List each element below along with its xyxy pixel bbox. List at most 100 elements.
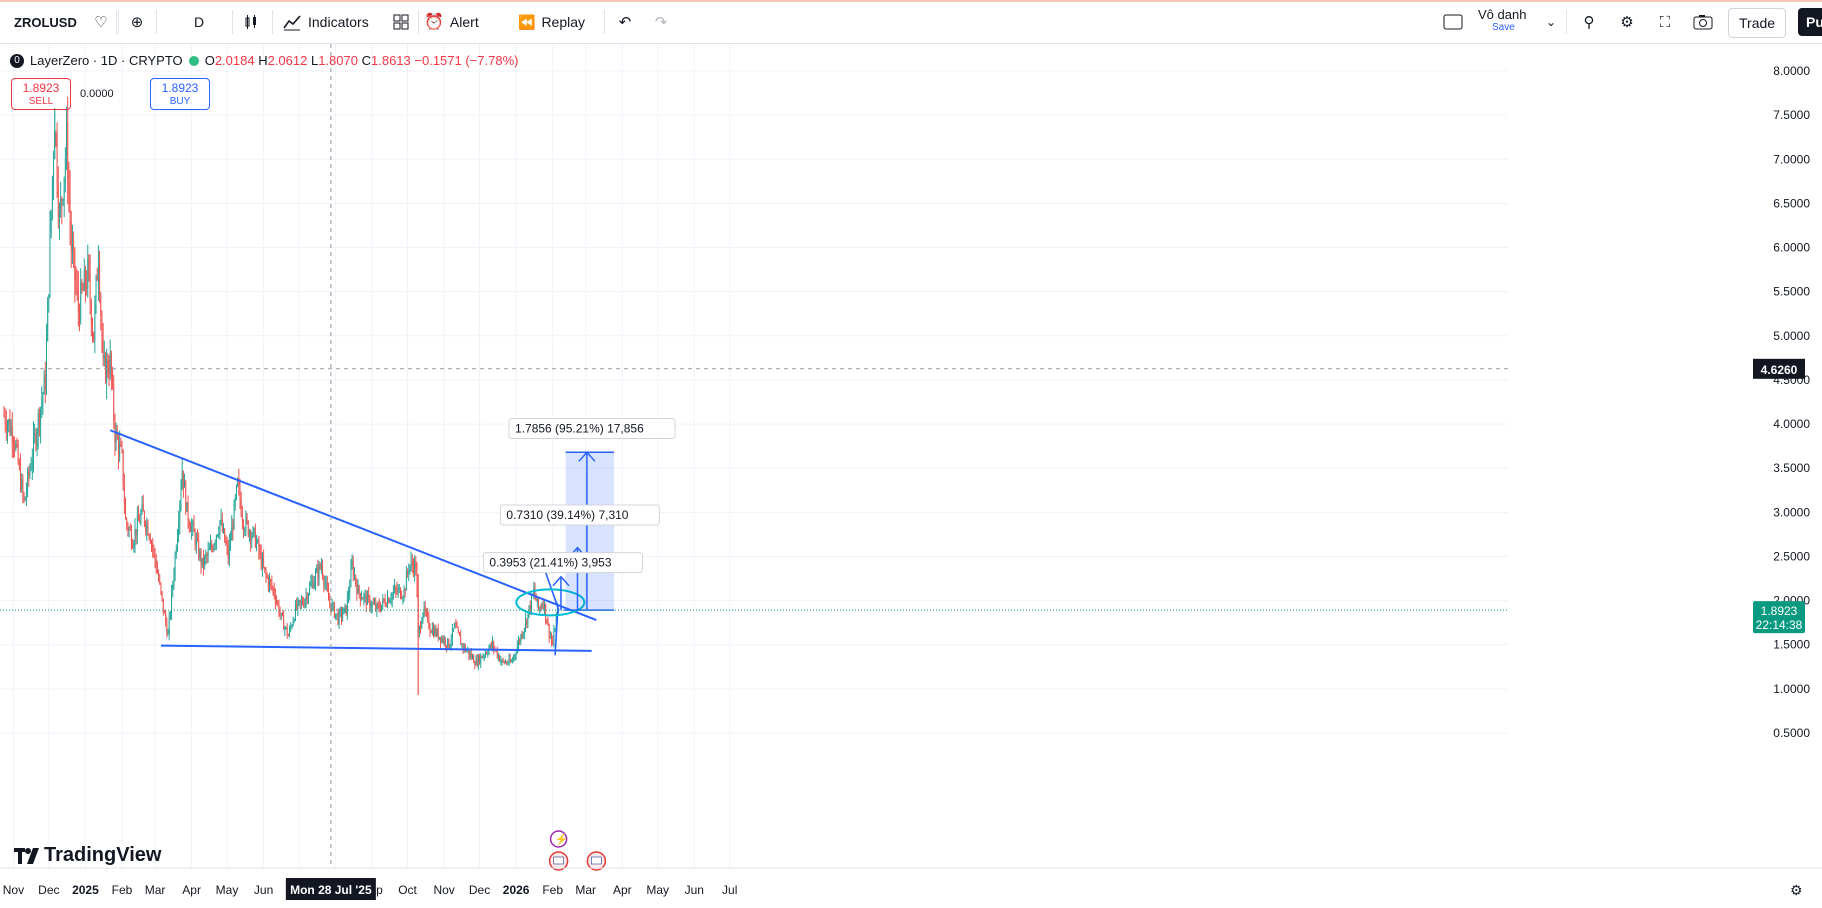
candle-body — [356, 583, 358, 594]
redo-icon[interactable]: ↷ — [654, 14, 668, 31]
fullscreen-icon[interactable]: ⛶ — [1659, 13, 1671, 31]
alert-button[interactable]: ⏰ Alert — [424, 10, 479, 34]
price-tick-label: 7.5000 — [1773, 108, 1810, 122]
candle-body — [391, 593, 393, 600]
candle-body — [206, 555, 208, 557]
symbol-search[interactable]: ZROLUSD — [10, 10, 117, 34]
candle-body — [349, 586, 351, 594]
price-chart[interactable]: 1.7856 (95.21%) 17,856 0.7310 (39.14%) 7,… — [0, 44, 1822, 908]
candle-body — [201, 557, 203, 566]
candle-body — [136, 515, 138, 536]
layout-toggle-icon[interactable] — [1440, 10, 1466, 34]
candle-body — [472, 656, 473, 658]
candle-body — [123, 485, 125, 504]
candle-body — [179, 503, 181, 523]
candle-body — [369, 596, 371, 608]
candle-body — [422, 613, 424, 622]
candle-body — [266, 575, 268, 578]
countdown-label: 22:14:38 — [1756, 618, 1803, 632]
candle-body — [254, 528, 256, 547]
candle-body — [368, 594, 370, 597]
candle-body — [234, 497, 236, 503]
candle-body — [64, 157, 66, 178]
candle-body — [384, 600, 386, 605]
candle-body — [8, 419, 10, 425]
scale-settings-icon: ⚙ — [1790, 882, 1803, 898]
candle-body — [53, 159, 55, 178]
interval-button[interactable]: D — [194, 10, 204, 34]
chart-type-candles-icon[interactable] — [238, 10, 264, 34]
candle-body — [477, 655, 479, 666]
candle-body — [390, 599, 392, 601]
candle-body — [505, 662, 506, 664]
replay-button[interactable]: ⏪ Replay — [518, 10, 585, 34]
last-price-badge — [1753, 601, 1805, 634]
highlight-ellipse — [515, 588, 586, 617]
buy-button[interactable]: 1.8923 BUY — [150, 78, 210, 110]
candle-body — [325, 582, 327, 584]
add-compare-icon[interactable]: ♡ — [94, 14, 108, 31]
indicators-icon — [283, 15, 301, 31]
candle-body — [328, 590, 329, 601]
last-price-label: 1.8923 — [1761, 604, 1798, 618]
candle-body — [513, 655, 515, 660]
candle-body — [355, 575, 357, 584]
camera-icon[interactable] — [1690, 10, 1716, 34]
candle-body — [346, 596, 348, 615]
candle-body — [240, 500, 242, 516]
candle-body — [89, 273, 91, 302]
candle-body — [214, 542, 216, 545]
candle-body — [158, 573, 160, 581]
sell-label: SELL — [28, 96, 54, 107]
candle-body — [180, 488, 182, 504]
candle-body — [139, 520, 141, 523]
candle-body — [466, 650, 468, 652]
candle-body — [493, 641, 495, 649]
candle-body — [287, 635, 289, 637]
chevron-down-icon[interactable]: ⌄ — [1545, 15, 1557, 29]
candle-body — [244, 530, 246, 532]
candle-body — [95, 276, 97, 306]
add-symbol-icon[interactable]: ⊕ — [130, 14, 144, 31]
candle-body — [323, 576, 325, 585]
candle-body — [359, 593, 361, 600]
candle-body — [256, 541, 257, 547]
trade-button[interactable]: Trade — [1728, 8, 1787, 38]
templates-icon[interactable] — [388, 10, 414, 34]
candle-body — [71, 246, 73, 251]
candle-body — [362, 598, 364, 600]
candle-body — [420, 626, 421, 629]
candle-body — [409, 565, 411, 571]
candle-body — [448, 638, 450, 648]
sell-button[interactable]: 1.8923 SELL — [11, 78, 71, 110]
candle-body — [226, 543, 228, 547]
candle-body — [5, 424, 7, 432]
candle-body — [376, 604, 378, 610]
layout-name-button[interactable]: Vô danh Save — [1478, 8, 1526, 36]
candle-body — [428, 615, 430, 628]
candle-body — [46, 340, 47, 391]
quick-search-icon[interactable]: ⚲ — [1583, 14, 1595, 31]
alert-clock-icon: ⏰ — [424, 14, 444, 31]
candle-body — [531, 594, 532, 611]
settings-gear-icon[interactable]: ⚙ — [1620, 14, 1634, 31]
candle-body — [149, 536, 151, 544]
candle-body — [329, 600, 331, 604]
candle-body — [127, 524, 129, 531]
buy-price: 1.8923 — [161, 81, 199, 95]
candle-body — [202, 557, 204, 567]
candle-body — [543, 603, 545, 608]
measure-arrowhead — [578, 451, 596, 462]
candle-body — [145, 523, 147, 530]
undo-icon[interactable]: ↶ — [618, 14, 632, 31]
candle-body — [10, 426, 12, 434]
top-toolbar: ZROLUSD ♡ ⊕ D Indicators ⏰ Alert ⏪ Repla… — [0, 0, 1822, 44]
candle-body — [521, 634, 523, 637]
candle-body — [540, 607, 542, 609]
trade-label: Trade — [1739, 15, 1776, 31]
indicators-button[interactable]: Indicators — [282, 10, 369, 34]
publish-button[interactable]: Pu — [1798, 8, 1822, 36]
candle-body — [42, 394, 44, 402]
candle-body — [246, 516, 248, 522]
time-tick-label: May — [216, 883, 239, 897]
